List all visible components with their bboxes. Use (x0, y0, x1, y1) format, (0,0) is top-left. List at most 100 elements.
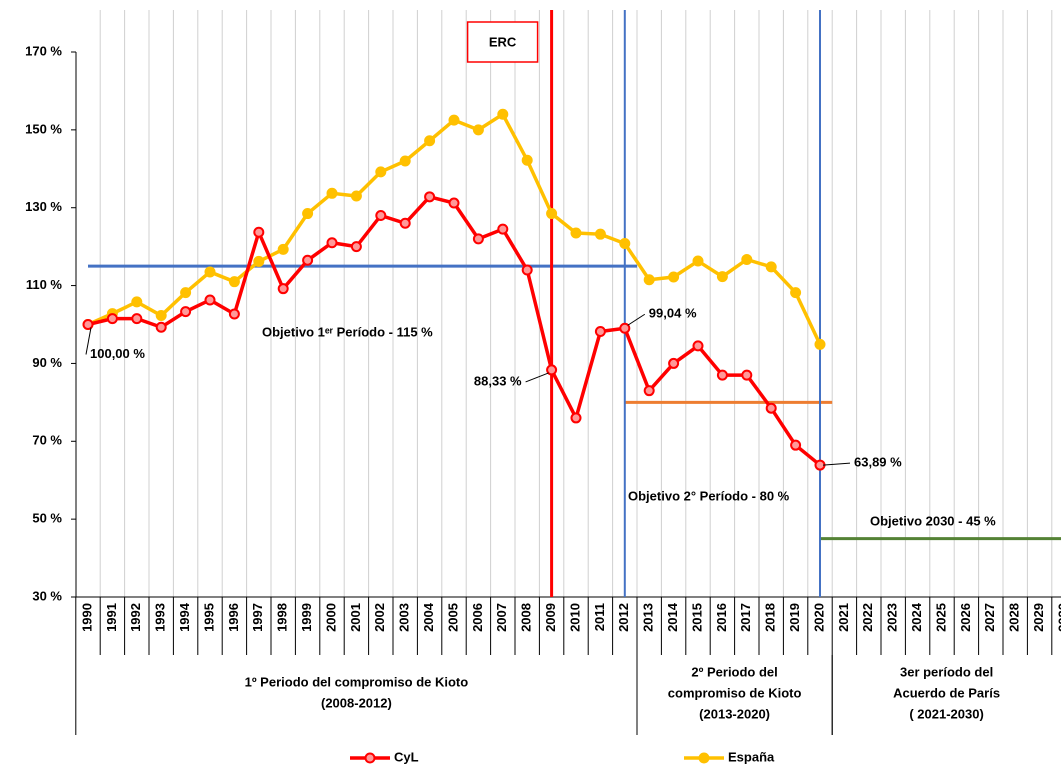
data-point (472, 233, 484, 245)
x-tick-label: 2020 (811, 603, 826, 632)
period-label: compromiso de Kioto (668, 685, 802, 700)
x-tick-label: 2019 (787, 603, 802, 632)
data-point (131, 313, 143, 325)
x-tick-label: 2024 (909, 602, 924, 632)
data-point (326, 237, 338, 249)
x-tick-label: 2002 (372, 603, 387, 632)
x-tick-label: 2008 (519, 603, 534, 632)
data-point (765, 261, 777, 273)
data-point (668, 271, 680, 283)
legend-marker (364, 752, 376, 764)
data-point (180, 306, 192, 318)
marker-label: ERC (489, 34, 517, 49)
data-point (228, 308, 240, 320)
data-point (180, 287, 192, 299)
data-point (643, 274, 655, 286)
data-point (668, 357, 680, 369)
data-point (692, 255, 704, 267)
x-tick-label: 1999 (299, 603, 314, 632)
data-point (424, 191, 436, 203)
x-tick-label: 1992 (128, 603, 143, 632)
data-point (155, 310, 167, 322)
x-tick-label: 2000 (323, 603, 338, 632)
y-tick-label: 150 % (25, 121, 62, 136)
data-label: 99,04 % (649, 306, 697, 321)
period-label: (2013-2020) (699, 706, 770, 721)
data-point (570, 227, 582, 239)
x-tick-label: 1998 (275, 603, 290, 632)
legend-label: CyL (394, 749, 419, 764)
x-tick-label: 2001 (348, 603, 363, 632)
data-point (204, 294, 216, 306)
period-label: 2º Periodo del (691, 664, 777, 679)
data-point (277, 283, 289, 295)
data-point (546, 208, 558, 220)
data-point (594, 326, 606, 338)
x-tick-label: 2027 (982, 603, 997, 632)
data-point (131, 296, 143, 308)
data-point (546, 364, 558, 376)
leader-line (822, 462, 851, 466)
data-point (472, 124, 484, 136)
data-point (155, 321, 167, 333)
marker-box (466, 21, 539, 63)
data-point (375, 166, 387, 178)
data-point (814, 338, 826, 350)
leader-line (85, 327, 92, 355)
data-point (302, 208, 314, 220)
data-point (277, 243, 289, 255)
data-point (716, 369, 728, 381)
data-label: 100,00 % (90, 346, 145, 361)
legend-label: España (728, 749, 775, 764)
data-label: 63,89 % (854, 455, 902, 470)
x-tick-label: 2011 (592, 603, 607, 631)
period-label: 3er período del (900, 664, 993, 679)
y-tick-label: 170 % (25, 43, 62, 58)
y-tick-label: 50 % (32, 511, 62, 526)
data-point (790, 439, 802, 451)
x-tick-label: 2022 (860, 603, 875, 632)
data-point (448, 197, 460, 209)
x-tick-label: 2014 (665, 602, 680, 632)
data-point (521, 264, 533, 276)
data-point (790, 287, 802, 299)
x-tick-label: 2021 (836, 603, 851, 632)
data-point (350, 241, 362, 253)
data-point (692, 340, 704, 352)
target-label: Objetivo 2030 - 45 % (870, 513, 996, 528)
y-tick-label: 110 % (26, 277, 63, 292)
data-point (741, 369, 753, 381)
x-tick-label: 2025 (933, 603, 948, 632)
x-tick-label: 2028 (1007, 603, 1022, 632)
x-tick-label: 2029 (1031, 603, 1046, 632)
data-point (350, 190, 362, 202)
x-tick-label: 1996 (226, 603, 241, 632)
data-point (497, 108, 509, 120)
data-point (765, 402, 777, 414)
data-label: 88,33 % (474, 373, 522, 388)
x-tick-label: 2026 (958, 603, 973, 632)
data-point (619, 238, 631, 250)
x-tick-label: 1993 (153, 603, 168, 632)
leader-line (627, 313, 646, 326)
data-point (253, 255, 265, 267)
data-point (448, 114, 460, 126)
data-point (106, 313, 118, 325)
data-point (619, 322, 631, 334)
x-tick-label: 2016 (714, 603, 729, 632)
period-label: (2008-2012) (321, 695, 392, 710)
x-tick-label: 1995 (201, 603, 216, 632)
x-tick-label: 1994 (177, 602, 192, 632)
target-label: Objetivo 2° Período - 80 % (628, 488, 790, 503)
x-tick-label: 2003 (397, 603, 412, 632)
x-tick-label: 2009 (543, 603, 558, 632)
x-tick-label: 2030 (1055, 603, 1061, 632)
data-point (643, 385, 655, 397)
x-tick-label: 2006 (470, 603, 485, 632)
y-tick-label: 130 % (25, 199, 62, 214)
data-point (570, 412, 582, 424)
data-point (82, 319, 94, 330)
data-point (424, 135, 436, 147)
x-tick-label: 2005 (445, 603, 460, 632)
x-tick-label: 1997 (250, 603, 265, 632)
